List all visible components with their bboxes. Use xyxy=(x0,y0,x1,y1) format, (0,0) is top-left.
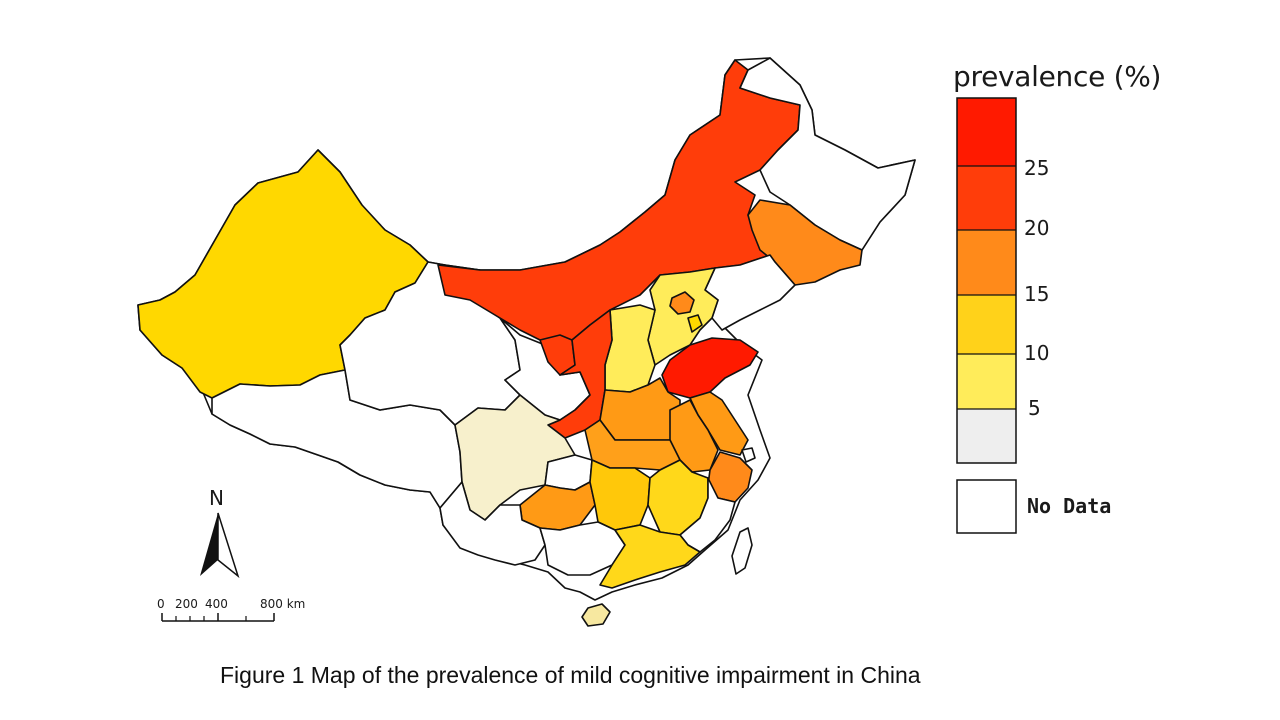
north-label: N xyxy=(209,486,224,510)
scale-label-200: 200 xyxy=(175,597,198,611)
legend-tick-25: 25 xyxy=(1024,156,1050,180)
north-arrow-icon xyxy=(200,512,240,579)
legend-tick-15: 15 xyxy=(1024,282,1050,306)
legend-swatch-15-20 xyxy=(957,230,1016,295)
scale-label-0: 0 xyxy=(157,597,165,611)
legend-swatch-0-5 xyxy=(957,409,1016,463)
scale-label-400: 400 xyxy=(205,597,228,611)
province-shanghai xyxy=(741,447,756,463)
province-tianjin xyxy=(687,314,703,333)
legend-swatch-10-15 xyxy=(957,295,1016,354)
province-hainan xyxy=(581,603,611,627)
province-shanxi xyxy=(604,304,656,393)
figure-caption: Figure 1 Map of the prevalence of mild c… xyxy=(220,662,921,688)
province-jilin xyxy=(747,199,863,286)
legend-color-bar xyxy=(956,97,1017,534)
legend-swatch-5-10 xyxy=(957,354,1016,409)
legend-swatch-20-25 xyxy=(957,166,1016,230)
legend-swatch-gt25 xyxy=(957,98,1016,166)
province-taiwan xyxy=(731,527,753,575)
legend-no-data-label: No Data xyxy=(1027,494,1112,518)
legend-tick-10: 10 xyxy=(1024,341,1050,365)
province-yunnan xyxy=(439,481,546,566)
legend-swatch-no-data xyxy=(956,479,1017,534)
legend-tick-5: 5 xyxy=(1028,396,1041,420)
province-beijing xyxy=(669,291,695,315)
scale-label-800km: 800 km xyxy=(260,597,306,611)
scale-bar-icon xyxy=(161,613,275,622)
legend-title: prevalence (%) xyxy=(953,60,1162,93)
legend-tick-20: 20 xyxy=(1024,216,1050,240)
province-guangdong xyxy=(599,524,701,589)
